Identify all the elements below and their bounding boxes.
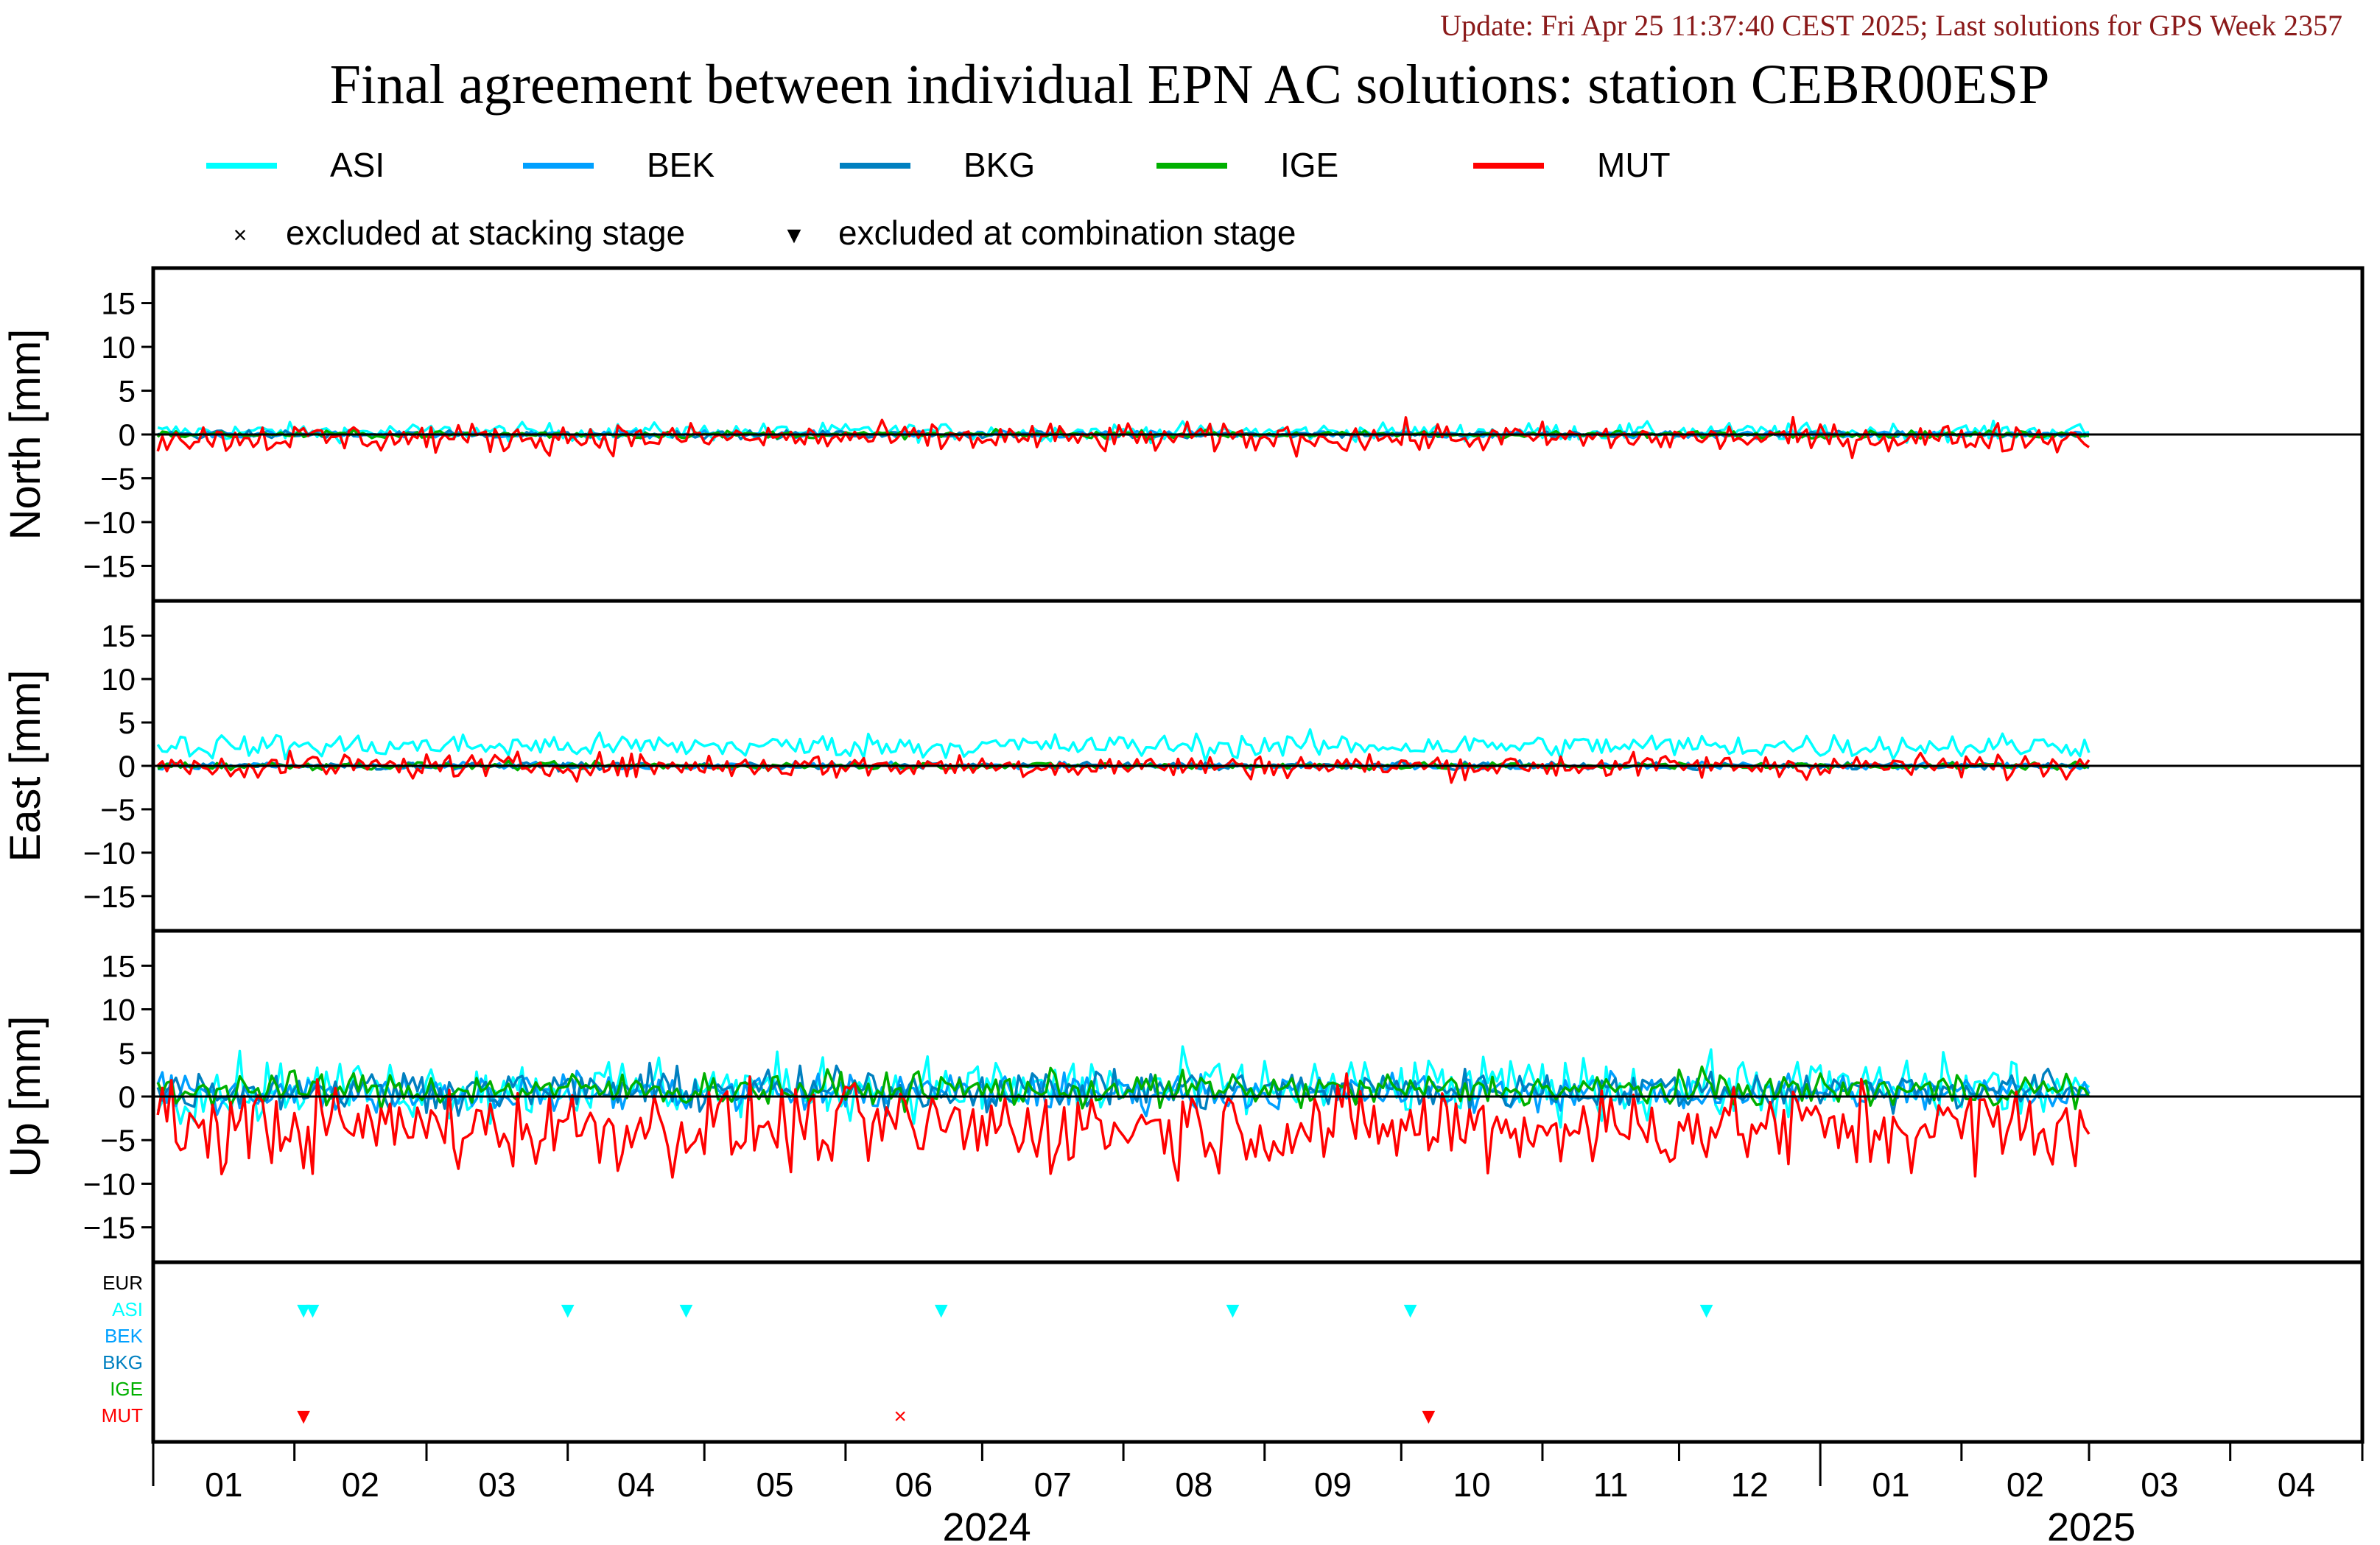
y-tick-label: −5 xyxy=(100,792,136,827)
x-year-label: 2024 xyxy=(943,1505,1031,1545)
y-tick-label: 5 xyxy=(119,1036,136,1071)
y-tick-label: 15 xyxy=(101,619,136,653)
x-year-label: 2025 xyxy=(2047,1505,2135,1545)
exclusion-marker-0: ▼ xyxy=(292,1298,315,1323)
x-month-label: 09 xyxy=(1314,1465,1352,1504)
x-month-label: 12 xyxy=(1731,1465,1769,1504)
update-line: Update: Fri Apr 25 11:37:40 CEST 2025; L… xyxy=(1440,9,2342,42)
exclusion-marker-7: ▼ xyxy=(1696,1298,1718,1323)
y-tick-label: −10 xyxy=(83,505,136,540)
plot-panels: 15 10 5 0 −5 −10 −15 North [mm] 15 10 5 0 −5 −10 −15 Ea… xyxy=(1,266,2365,1444)
exclusion-marker-4: ▼ xyxy=(930,1298,952,1323)
x-month-label: 02 xyxy=(2007,1465,2044,1504)
exclusion-marker-3: ▼ xyxy=(675,1298,698,1323)
series-line-mut xyxy=(156,1072,2091,1182)
legend-label-ige: IGE xyxy=(1280,146,1338,184)
exclusion-marker-8: ▼ xyxy=(292,1404,315,1429)
y-tick-label: −10 xyxy=(83,836,136,870)
y-tick-label: −5 xyxy=(100,1123,136,1158)
stacking-marker-label: excluded at stacking stage xyxy=(286,214,685,252)
x-month-label: 10 xyxy=(1453,1465,1491,1504)
y-tick-label: 10 xyxy=(101,993,136,1027)
exclusion-marker-5: ▼ xyxy=(1222,1298,1244,1323)
x-month-label: 02 xyxy=(342,1465,379,1504)
combination-marker-icon: ▼ xyxy=(782,222,806,248)
series-line-mut xyxy=(156,415,2090,460)
x-month-label: 06 xyxy=(895,1465,933,1504)
x-month-label: 05 xyxy=(756,1465,793,1504)
x-month-label: 01 xyxy=(1872,1465,1909,1504)
legend-label-bkg: BKG xyxy=(963,146,1035,184)
x-month-label: 08 xyxy=(1175,1465,1212,1504)
y-tick-label: 5 xyxy=(119,374,136,409)
panel-2: 15 10 5 0 −5 −10 −15 Up [mm] xyxy=(1,929,2365,1264)
exclusion-marker-1: ▼ xyxy=(302,1298,324,1323)
legend-label-bek: BEK xyxy=(647,146,715,184)
panel-1: 15 10 5 0 −5 −10 −15 East [mm] xyxy=(1,599,2365,933)
y-axis-label: East [mm] xyxy=(1,669,49,862)
exclusion-row-label-eur: EUR xyxy=(102,1272,143,1294)
y-tick-label: 15 xyxy=(101,286,136,321)
exclusion-marker-9: × xyxy=(894,1404,907,1429)
legend-label-asi: ASI xyxy=(330,146,385,184)
y-axis-label: North [mm] xyxy=(1,329,49,541)
exclusion-marker-6: ▼ xyxy=(1400,1298,1422,1323)
exclusion-row-label-asi: ASI xyxy=(112,1298,143,1320)
x-month-label: 03 xyxy=(2141,1465,2178,1504)
x-month-label: 04 xyxy=(617,1465,655,1504)
chart-title: Final agreement between individual EPN A… xyxy=(330,54,2050,116)
x-month-label: 03 xyxy=(478,1465,516,1504)
y-tick-label: 10 xyxy=(101,330,136,365)
x-month-label: 07 xyxy=(1034,1465,1072,1504)
combination-marker-label: excluded at combination stage xyxy=(838,214,1296,252)
exclusion-marker-10: ▼ xyxy=(1418,1404,1440,1429)
y-tick-label: 10 xyxy=(101,662,136,697)
exclusion-row-label-mut: MUT xyxy=(102,1404,143,1426)
legend-label-mut: MUT xyxy=(1597,146,1671,184)
y-tick-label: 0 xyxy=(119,1080,136,1114)
y-tick-label: −15 xyxy=(83,1211,136,1245)
y-tick-label: 5 xyxy=(119,705,136,740)
y-tick-label: −15 xyxy=(83,879,136,914)
exclusion-frame xyxy=(151,1260,2365,1444)
x-axis: 01 02 03 04 05 06 07 08 09 10 11 12 01 02 03 04 2024 2025 xyxy=(152,1440,2364,1545)
y-tick-label: 0 xyxy=(119,418,136,452)
stacking-marker-icon: × xyxy=(234,222,248,248)
series-line-mut xyxy=(157,750,2091,784)
exclusion-row-label-ige: IGE xyxy=(110,1378,143,1400)
exclusion-marker-2: ▼ xyxy=(557,1298,579,1323)
series-line-asi xyxy=(156,728,2091,763)
x-month-label: 04 xyxy=(2278,1465,2315,1504)
exclusion-row-label-bek: BEK xyxy=(105,1325,144,1347)
y-tick-label: −5 xyxy=(100,461,136,496)
legend: ASI BEK BKG IGE MUT × excluded at stacking sta… xyxy=(206,146,1671,252)
x-month-label: 01 xyxy=(205,1465,242,1504)
x-month-label: 11 xyxy=(1593,1465,1629,1504)
y-tick-label: −15 xyxy=(83,549,136,583)
y-tick-label: 0 xyxy=(119,749,136,784)
panel-0: 15 10 5 0 −5 −10 −15 North [mm] xyxy=(1,266,2365,603)
y-axis-label: Up [mm] xyxy=(1,1016,49,1177)
y-tick-label: −10 xyxy=(83,1166,136,1201)
y-tick-label: 15 xyxy=(101,949,136,983)
exclusion-row-label-bkg: BKG xyxy=(102,1351,143,1373)
